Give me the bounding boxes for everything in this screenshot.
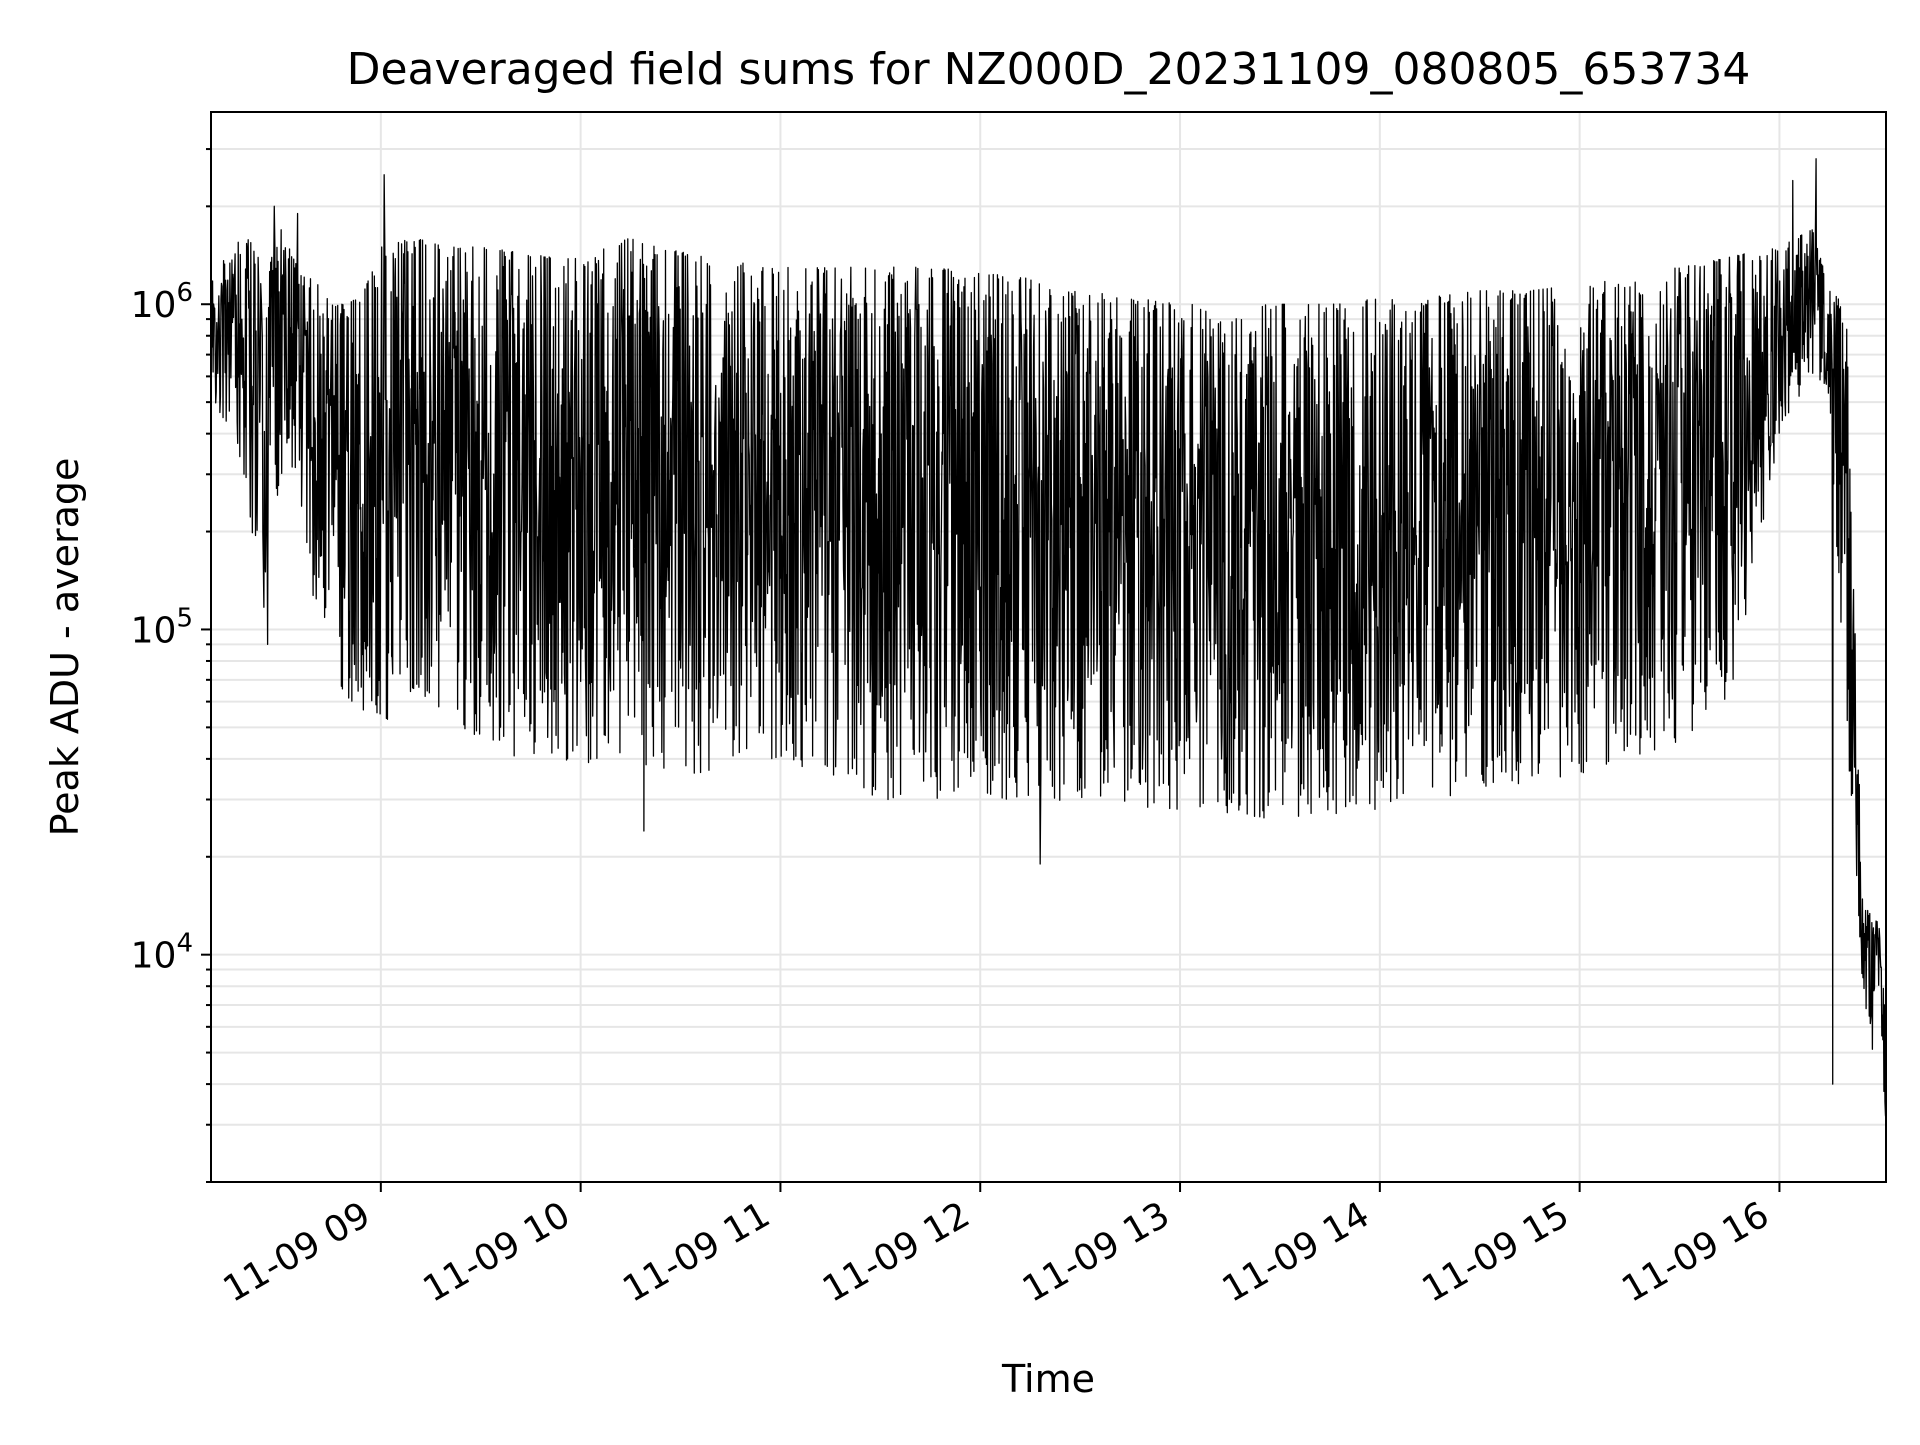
- y-tick-label: 105: [131, 603, 193, 651]
- grid: [211, 112, 1886, 1183]
- y-tick-label: 106: [131, 278, 193, 326]
- x-tick-label: 11-09 12: [816, 1194, 977, 1310]
- x-tick-label: 11-09 14: [1216, 1194, 1377, 1310]
- x-tick-label: 11-09 13: [1016, 1194, 1177, 1310]
- x-tick-label: 11-09 11: [616, 1194, 777, 1310]
- x-axis-label: Time: [1001, 1357, 1095, 1401]
- y-axis-label: Peak ADU - average: [43, 458, 87, 837]
- chart-title: Deaveraged field sums for NZ000D_2023110…: [347, 44, 1751, 95]
- x-tick-label: 11-09 09: [217, 1194, 378, 1310]
- series-line: [210, 158, 1887, 1119]
- y-tick-label: 104: [131, 929, 193, 977]
- x-tick-label: 11-09 10: [416, 1194, 577, 1310]
- series-layer: [210, 158, 1887, 1119]
- x-tick-label: 11-09 15: [1415, 1194, 1576, 1310]
- x-tick-label: 11-09 16: [1615, 1194, 1776, 1310]
- plot-frame: [210, 111, 1887, 1183]
